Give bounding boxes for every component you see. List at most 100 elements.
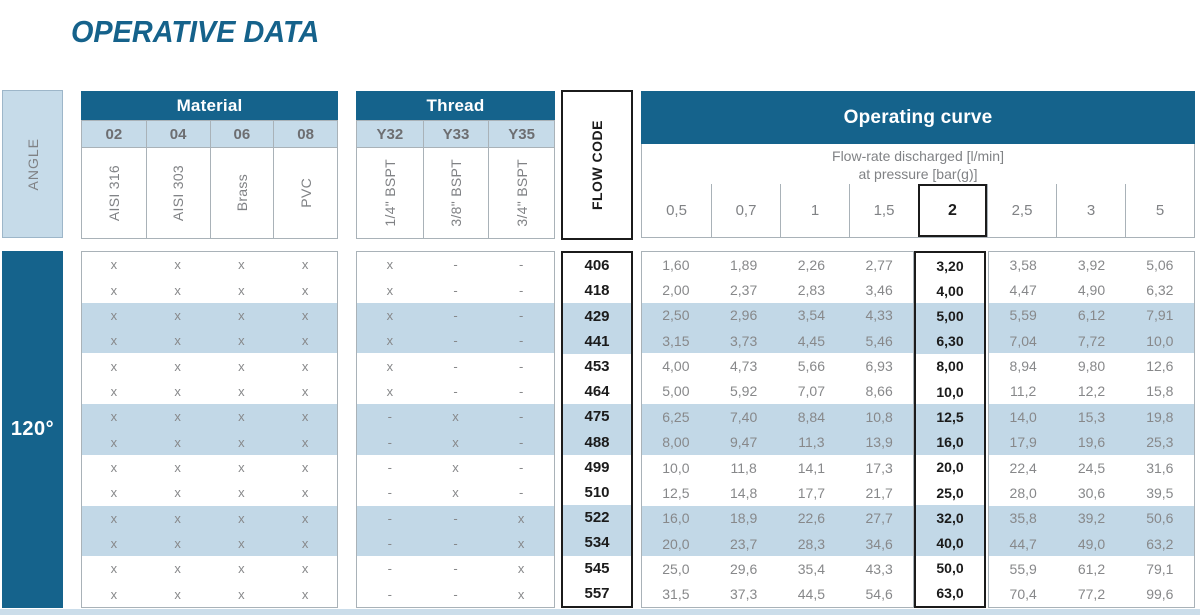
material-mark: x: [238, 257, 245, 273]
pressure-values-low-group: 1,60 1,89 2,26 2,77 2,00 2,37 2,83 3,46 2,50 2,96…: [641, 251, 914, 608]
flow-rate-value: 39,5: [1146, 484, 1174, 501]
table-row: 6,25 7,40 8,84 10,8: [642, 404, 913, 430]
material-mark: x: [301, 586, 309, 602]
thread-header: Thread: [356, 91, 555, 120]
material-mark: x: [174, 561, 181, 577]
table-row: 475: [563, 404, 631, 430]
flow-code: 475: [584, 408, 610, 426]
thread-subheader-box: Y32 Y33 Y35 1/4" BSPT 3/8" BSPT 3/4" BSPT: [356, 120, 555, 239]
material-mark: x: [174, 460, 181, 476]
material-mark: x: [238, 434, 245, 450]
flow-rate-value: 17,9: [1009, 434, 1037, 451]
flow-rate-value: 35,8: [1009, 510, 1037, 527]
thread-mark: x: [452, 460, 459, 476]
table-row: x--: [357, 379, 554, 404]
flow-rate-value: 7,91: [1146, 307, 1174, 324]
pressure-header-row: 0,5 0,7 1 1,5 2 2,5 3 5: [642, 184, 1194, 237]
material-mark: x: [301, 510, 309, 526]
material-mark: x: [301, 383, 309, 399]
flow-rate-value: 2,37: [730, 282, 758, 299]
table-row: 2,00 2,37 2,83 3,46: [642, 277, 913, 302]
table-row: 22,4 24,5 31,6: [989, 455, 1194, 480]
material-code: 02: [105, 125, 123, 143]
material-mark: x: [238, 409, 245, 425]
flow-rate-value-highlight: 63,0: [936, 585, 964, 602]
flow-rate-value: 63,2: [1146, 535, 1174, 552]
flow-code: 441: [584, 332, 610, 350]
flow-rate-value: 14,1: [797, 459, 825, 476]
flow-rate-value-highlight: 3,20: [936, 257, 964, 274]
thread-name: 3/8" BSPT: [447, 159, 464, 227]
flow-rate-value: 3,92: [1077, 256, 1106, 273]
thread-mark: x: [386, 358, 394, 374]
material-mark: x: [110, 536, 118, 552]
flow-code: 488: [584, 433, 610, 451]
thread-mark: x: [517, 510, 525, 526]
thread-mark: -: [453, 383, 458, 399]
table-row: 4,00 4,73 5,66 6,93: [642, 353, 913, 378]
flow-rate-value: 99,6: [1146, 586, 1174, 603]
thread-mark: -: [518, 358, 524, 374]
material-subheader-box: 02 04 06 08 AISI 316 AISI 303 Brass PVC: [81, 120, 338, 239]
flow-code: 522: [584, 509, 610, 527]
flow-rate-value: 1,60: [662, 256, 690, 273]
table-row: 406: [563, 253, 631, 278]
thread-mark: -: [387, 409, 392, 425]
material-mark: x: [238, 358, 245, 374]
table-row: 28,0 30,6 39,5: [989, 480, 1194, 505]
flow-rate-value-highlight: 12,5: [936, 408, 964, 425]
table-row: 1,60 1,89 2,26 2,77: [642, 252, 913, 277]
thread-mark: x: [517, 586, 525, 602]
flow-rate-value-highlight: 5,00: [936, 308, 964, 325]
flow-rate-value: 10,0: [1146, 332, 1174, 349]
page-title: OPERATIVE DATA: [71, 14, 320, 49]
flow-rate-value: 54,6: [865, 586, 893, 603]
flow-rate-value: 24,5: [1077, 459, 1106, 476]
angle-header-label: ANGLE: [24, 137, 41, 191]
table-row: x--: [357, 328, 554, 354]
thread-name-cell: 3/8" BSPT: [422, 148, 489, 238]
flow-rate-value: 23,7: [730, 535, 758, 552]
material-mark: x: [110, 383, 118, 399]
thread-mark: -: [518, 307, 524, 323]
flow-rate-value: 11,8: [730, 459, 757, 476]
pressure-tick: 0,7: [711, 184, 780, 237]
flow-rate-value-highlight: 6,30: [936, 333, 964, 350]
thread-name-cell: 3/4" BSPT: [488, 148, 554, 238]
thread-mark: x: [517, 561, 525, 577]
flow-code: 429: [584, 307, 610, 325]
flow-rate-value: 25,0: [662, 560, 690, 577]
table-row: 16,0: [916, 429, 984, 455]
material-mark: x: [238, 307, 245, 323]
flow-rate-value: 14,0: [1009, 408, 1037, 425]
thread-name: 1/4" BSPT: [381, 159, 398, 227]
flow-rate-value: 3,73: [730, 332, 758, 349]
material-mark: x: [174, 383, 181, 399]
flow-rate-value: 3,15: [662, 332, 690, 349]
material-code: 08: [273, 121, 337, 147]
flow-rate-value: 2,50: [662, 307, 690, 324]
flow-code: 406: [584, 257, 610, 275]
table-row: 32,0: [916, 505, 984, 531]
flow-rate-value: 11,3: [798, 434, 825, 451]
material-code: 04: [145, 121, 210, 147]
table-row: 499: [563, 455, 631, 480]
flow-rate-value: 10,0: [662, 459, 690, 476]
flow-rate-value: 2,96: [730, 307, 758, 324]
table-row: 11,2 12,2 15,8: [989, 379, 1194, 404]
flow-rate-value-highlight: 40,0: [936, 534, 964, 551]
table-row: 4,47 4,90 6,32: [989, 277, 1194, 302]
pressure-values-highlight-column: 3,20 4,00 5,00 6,30 8,00 10,0 12,5 16,0 20,0 25,0…: [914, 251, 986, 608]
flow-rate-value: 4,33: [865, 307, 893, 324]
thread-mark: -: [387, 586, 392, 602]
pressure-tick: 1: [780, 184, 849, 237]
table-row: 8,94 9,80 12,6: [989, 353, 1194, 378]
table-row: 17,9 19,6 25,3: [989, 429, 1194, 455]
thread-mark: -: [453, 358, 458, 374]
flow-rate-value: 25,3: [1146, 434, 1174, 451]
